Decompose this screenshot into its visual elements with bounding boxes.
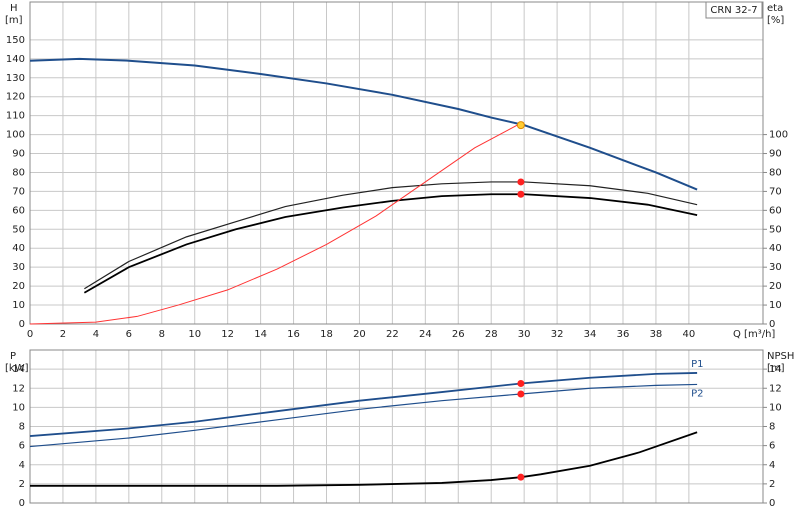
- y-unit: [m]: [5, 15, 23, 26]
- x-tick-label: 38: [650, 329, 663, 340]
- y-tick-label: 2: [19, 479, 25, 490]
- y2-tick-label: 30: [769, 262, 782, 273]
- y-tick-label: 10: [12, 402, 25, 413]
- y2-tick-label: 90: [769, 149, 782, 160]
- series-line: [84, 181, 698, 290]
- duty-point: [517, 379, 525, 387]
- y2-tick-label: 14: [769, 364, 782, 375]
- x-tick-label: 8: [159, 329, 165, 340]
- series-line: [29, 57, 698, 191]
- y-tick-label: 130: [6, 73, 25, 84]
- duty-point: [517, 390, 525, 398]
- x-tick-label: 6: [126, 329, 132, 340]
- y2-tick-label: 2: [769, 479, 775, 490]
- series-label: P2: [691, 388, 703, 399]
- y-tick-label: 140: [6, 54, 25, 65]
- x-tick-label: 30: [518, 329, 531, 340]
- y-tick-label: 110: [6, 111, 25, 122]
- y-tick-label: 12: [12, 383, 25, 394]
- y-tick-label: 14: [12, 364, 25, 375]
- model-label: CRN 32-7: [710, 5, 757, 16]
- y-tick-label: 0: [19, 498, 25, 509]
- y2-tick-label: 6: [769, 441, 775, 452]
- x-tick-label: 4: [93, 329, 99, 340]
- x-tick-label: 16: [287, 329, 300, 340]
- x-tick-label: 24: [419, 329, 432, 340]
- series-line: [29, 372, 698, 437]
- x-tick-label: 34: [584, 329, 597, 340]
- y-tick-label: 8: [19, 422, 25, 433]
- x-tick-label: 2: [60, 329, 66, 340]
- duty-point: [516, 121, 525, 130]
- y2-tick-label: 20: [769, 281, 782, 292]
- y-tick-label: 6: [19, 441, 25, 452]
- y-tick-label: 30: [12, 262, 25, 273]
- y2-tick-label: 70: [769, 186, 782, 197]
- y2-tick-label: 0: [769, 498, 775, 509]
- duty-point: [517, 190, 525, 198]
- y2-tick-label: 100: [769, 130, 788, 141]
- y-tick-label: 100: [6, 130, 25, 141]
- y-tick-label: 70: [12, 186, 25, 197]
- plot-frame: [29, 349, 764, 504]
- x-tick-label: 18: [320, 329, 333, 340]
- x-tick-label: 28: [485, 329, 498, 340]
- x-tick-label: 26: [452, 329, 465, 340]
- series-line: [30, 431, 698, 487]
- y-tick-label: 4: [19, 460, 25, 471]
- y2-label: eta: [767, 3, 783, 14]
- x-tick-label: 20: [353, 329, 366, 340]
- y-tick-label: 0: [19, 319, 25, 330]
- y-tick-label: 40: [12, 243, 25, 254]
- y2-tick-label: 8: [769, 422, 775, 433]
- series-line: [83, 193, 698, 294]
- y2-tick-label: 12: [769, 383, 782, 394]
- y2-tick-label: 0: [769, 319, 775, 330]
- y-label: H: [10, 3, 18, 14]
- series-line: [29, 122, 522, 325]
- y2-tick-label: 80: [769, 167, 782, 178]
- y2-unit: [%]: [767, 15, 784, 26]
- x-label: Q [m³/h]: [733, 329, 775, 340]
- y-tick-label: 120: [6, 92, 25, 103]
- y2-tick-label: 50: [769, 224, 782, 235]
- y-tick-label: 10: [12, 300, 25, 311]
- y-tick-label: 20: [12, 281, 25, 292]
- y2-label: NPSH: [767, 351, 794, 362]
- y2-unit: [m]: [767, 363, 785, 374]
- x-tick-label: 22: [386, 329, 399, 340]
- x-tick-label: 36: [617, 329, 630, 340]
- model-box: [705, 1, 763, 19]
- y2-tick-label: 60: [769, 205, 782, 216]
- y-label: P: [10, 351, 16, 362]
- x-tick-label: 14: [254, 329, 267, 340]
- y2-tick-label: 10: [769, 300, 782, 311]
- y2-tick-label: 10: [769, 402, 782, 413]
- x-tick-label: 10: [188, 329, 201, 340]
- y-tick-label: 60: [12, 205, 25, 216]
- duty-point: [517, 178, 525, 186]
- y2-tick-label: 40: [769, 243, 782, 254]
- y2-tick-label: 4: [769, 460, 775, 471]
- series-line: [29, 383, 698, 448]
- y-tick-label: 150: [6, 35, 25, 46]
- y-tick-label: 80: [12, 167, 25, 178]
- duty-point: [517, 473, 525, 481]
- y-tick-label: 50: [12, 224, 25, 235]
- x-tick-label: 0: [27, 329, 33, 340]
- x-tick-label: 40: [683, 329, 696, 340]
- y-tick-label: 90: [12, 149, 25, 160]
- x-tick-label: 12: [221, 329, 234, 340]
- plot-frame: [29, 1, 764, 325]
- series-label: P1: [691, 359, 703, 370]
- y-unit: [kW]: [5, 363, 29, 374]
- x-tick-label: 32: [551, 329, 564, 340]
